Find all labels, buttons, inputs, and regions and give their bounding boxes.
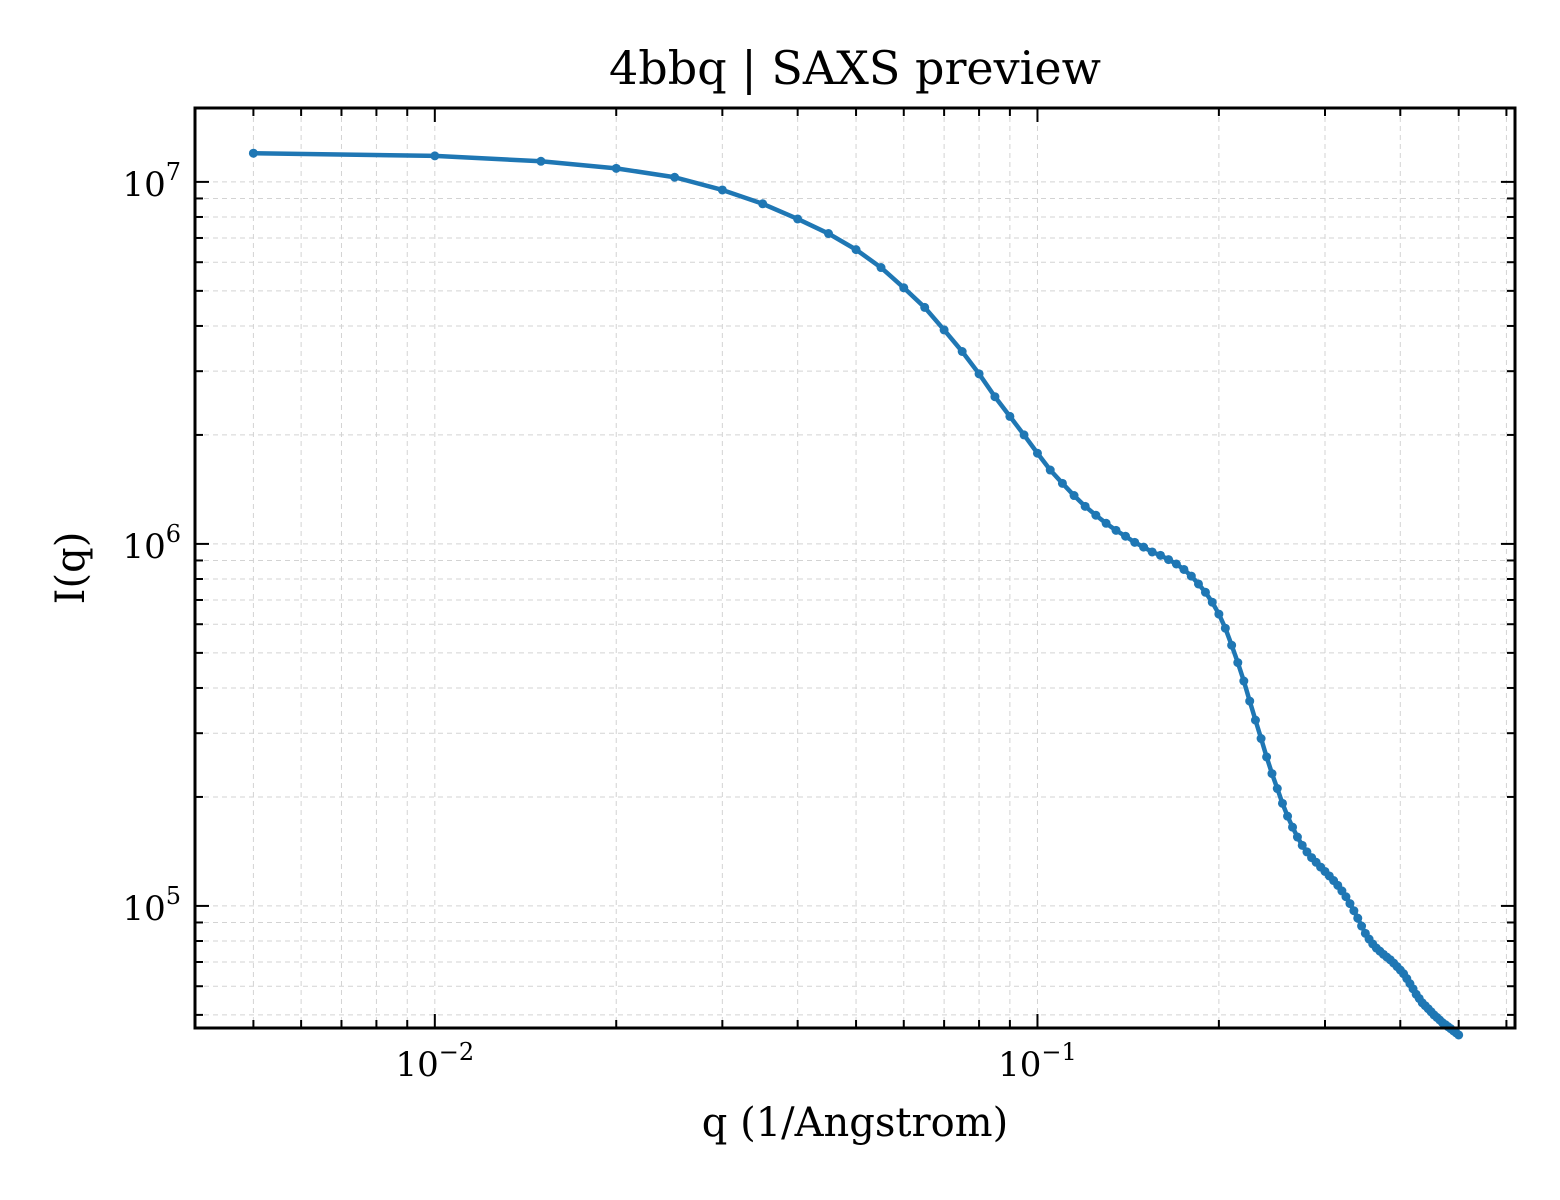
- data-point: [1341, 892, 1351, 902]
- data-point: [1080, 501, 1090, 511]
- data-point: [1297, 840, 1307, 850]
- data-point: [1239, 676, 1249, 686]
- data-point: [1130, 537, 1140, 547]
- data-point: [876, 263, 886, 273]
- data-point: [1345, 899, 1355, 909]
- data-point: [1171, 559, 1181, 569]
- y-tick-label: 106: [122, 520, 181, 567]
- data-point: [1283, 811, 1293, 821]
- data-point: [990, 392, 1000, 402]
- data-point: [1032, 448, 1042, 458]
- data-point: [1277, 798, 1287, 808]
- y-axis-label: I(q): [48, 532, 94, 605]
- data-point: [939, 325, 949, 335]
- data-point: [1272, 784, 1282, 794]
- data-point: [1147, 547, 1157, 557]
- data-point: [823, 229, 833, 239]
- tick-labels: 10−2 10−1 105 106 107: [122, 158, 1076, 1085]
- data-point: [793, 214, 803, 224]
- x-tick-label: 10−1: [998, 1038, 1077, 1085]
- data-point: [1353, 913, 1363, 923]
- data-point: [1200, 587, 1210, 597]
- data-point: [899, 283, 909, 293]
- data-point: [611, 163, 621, 173]
- x-tick-label: 10−2: [395, 1038, 474, 1085]
- data-point: [248, 148, 258, 158]
- y-tick-label: 105: [122, 882, 181, 929]
- data-point: [1207, 597, 1217, 607]
- data-point: [1267, 769, 1277, 779]
- data-point: [974, 369, 984, 379]
- data-point: [536, 156, 546, 166]
- data-point: [1227, 640, 1237, 650]
- data-point: [670, 172, 680, 182]
- data-point: [1045, 465, 1055, 475]
- x-axis-label: q (1/Angstrom): [702, 1100, 1008, 1146]
- data-point: [1111, 525, 1121, 535]
- data-point: [1349, 906, 1359, 916]
- data-point: [1292, 832, 1302, 842]
- data-point: [430, 151, 440, 161]
- data-point: [1245, 696, 1255, 706]
- series-layer: [248, 148, 1464, 1040]
- data-point: [1214, 609, 1224, 619]
- data-point: [1069, 491, 1079, 501]
- chart-title: 4bbq | SAXS preview: [609, 41, 1101, 95]
- data-point: [1164, 555, 1174, 565]
- data-point: [851, 245, 861, 255]
- data-point: [957, 347, 967, 357]
- data-point: [1233, 658, 1243, 668]
- data-point: [1005, 411, 1015, 421]
- data-point: [1357, 921, 1367, 931]
- data-point: [1179, 564, 1189, 574]
- data-point: [1101, 518, 1111, 528]
- plot-frame: [193, 106, 1517, 1030]
- data-point: [1186, 571, 1196, 581]
- data-point: [1454, 1030, 1464, 1040]
- data-point: [1193, 579, 1203, 589]
- data-point: [1220, 623, 1230, 633]
- data-point: [1256, 734, 1266, 744]
- data-point: [1139, 542, 1149, 552]
- data-point: [1250, 715, 1260, 725]
- data-point: [758, 199, 768, 209]
- data-point: [920, 302, 930, 312]
- data-point: [1121, 531, 1131, 541]
- data-point: [1057, 478, 1067, 488]
- data-point: [717, 185, 727, 195]
- y-tick-label: 107: [122, 158, 181, 205]
- data-point: [1155, 550, 1165, 560]
- grid-lines: [194, 108, 1515, 1028]
- data-point: [1019, 430, 1029, 440]
- data-point: [1288, 822, 1298, 832]
- data-point: [1262, 752, 1272, 762]
- data-point: [1091, 510, 1101, 520]
